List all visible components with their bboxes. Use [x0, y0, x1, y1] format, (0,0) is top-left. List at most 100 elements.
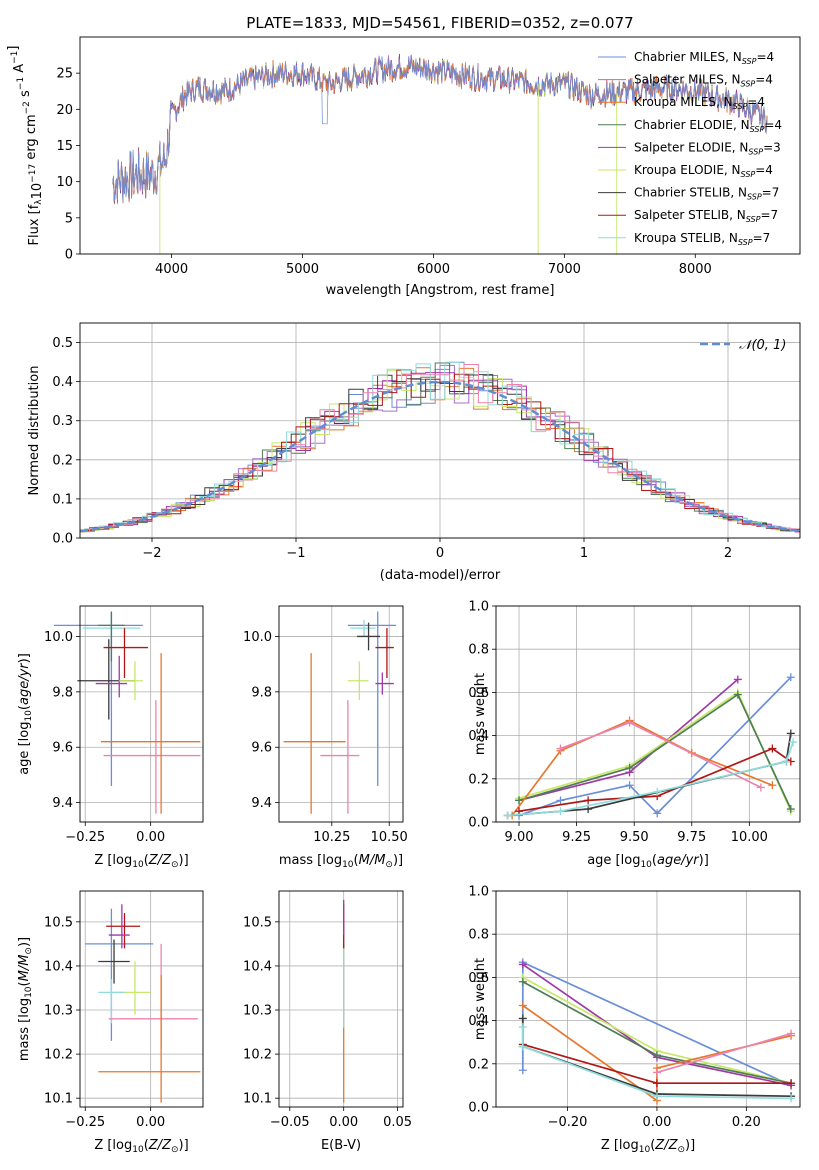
- series-marker: [625, 718, 634, 727]
- errorbar-point: [347, 661, 369, 701]
- series-marker: [556, 744, 565, 753]
- legend-label: Chabrier STELIB, NSSP=7: [634, 186, 779, 202]
- y-tick-label: 0.6: [468, 686, 489, 701]
- y-tick-label: 9.4: [52, 796, 73, 811]
- y-tick-label: 10.1: [44, 1092, 73, 1107]
- x-tick-label: 7000: [548, 262, 581, 277]
- x-axis-label: Z [log10(Z/Z⊙)]: [601, 1138, 695, 1155]
- series-marker: [782, 757, 791, 766]
- y-tick-label: 0.4: [52, 375, 73, 390]
- errorbar-point: [347, 611, 397, 786]
- series-marker: [768, 744, 777, 753]
- series-marker: [652, 1079, 661, 1088]
- x-tick-label: 0.00: [329, 1115, 358, 1130]
- age_vs_mass-axes: 10.25 10.50 9.4 9.6 9.8 10.0: [243, 606, 408, 845]
- series-marker: [515, 796, 524, 805]
- legend-label: Kroupa ELODIE, NSSP=4: [634, 163, 773, 179]
- mass_vs_Z-axes: −0.25 0.00 10.1 10.2 10.3 10.4 10.5: [44, 891, 203, 1130]
- y-tick-label: 10.0: [243, 630, 272, 645]
- series-marker: [733, 690, 742, 699]
- mass-weight-series: [556, 718, 765, 792]
- x-tick-label: 0.00: [642, 1115, 671, 1130]
- y-tick-label: 0.0: [52, 532, 73, 547]
- legend-label: 𝒩(0, 1): [739, 338, 786, 353]
- age_vs_mass-frame: [278, 605, 404, 823]
- errorbar-point: [375, 628, 394, 678]
- y-tick-label: 0.2: [52, 453, 73, 468]
- errorbar-point: [283, 653, 346, 814]
- age_vs_Z-frame: [79, 605, 204, 823]
- errorbar-point: [95, 655, 128, 698]
- y-tick-label: 0.0: [468, 1101, 489, 1116]
- y-tick-label: 0.1: [52, 492, 73, 507]
- y-tick-label: 15: [56, 139, 73, 154]
- series-marker: [518, 1001, 527, 1010]
- errorbar-point: [357, 622, 381, 651]
- spectrum-axes: 4000 5000 6000 7000 8000 0 5 10 15 20 25: [56, 67, 711, 277]
- y-tick-label: 10.3: [44, 1004, 73, 1019]
- series-marker: [556, 807, 565, 816]
- x-tick-label: 0.05: [383, 1115, 412, 1130]
- mass_vs_EBV-frame: [278, 890, 404, 1108]
- x-tick-label: 2: [724, 546, 732, 561]
- weight_vs_age-frame: [495, 605, 801, 823]
- errorbar-point: [375, 672, 394, 695]
- age_vs_Z-axes: −0.25 0.00 9.4 9.6 9.8 10.0: [44, 606, 203, 845]
- spectrum-frame: [79, 36, 801, 255]
- x-tick-label: 10.50: [371, 830, 408, 845]
- series-marker: [556, 796, 565, 805]
- series-marker: [653, 787, 662, 796]
- x-tick-label: 9.00: [505, 830, 534, 845]
- x-tick-label: −0.25: [65, 830, 105, 845]
- y-tick-label: 0.5: [52, 336, 73, 351]
- y-tick-label: 9.6: [52, 741, 73, 756]
- errorbar-point: [119, 661, 143, 701]
- series-marker: [518, 977, 527, 986]
- series-marker: [768, 781, 777, 790]
- y-axis-label: mass weight: [473, 958, 488, 1040]
- x-axis-label: E(B-V): [321, 1138, 361, 1153]
- errorbar-point: [98, 939, 130, 984]
- errorbar-point: [98, 611, 125, 662]
- mass-weight-series: [515, 673, 795, 820]
- legend-label: Kroupa MILES, NSSP=4: [634, 95, 765, 111]
- normal-reference-curve: [79, 380, 801, 533]
- series-marker: [503, 811, 512, 820]
- histogram-frame: [79, 322, 801, 539]
- mass-weight-series: [515, 744, 795, 816]
- y-tick-label: 1.0: [468, 885, 489, 900]
- y-tick-label: 0.2: [468, 1057, 489, 1072]
- y-tick-label: 0.4: [468, 1014, 489, 1029]
- y-tick-label: 9.8: [52, 685, 73, 700]
- series-line: [521, 1027, 792, 1100]
- y-tick-label: 10.2: [44, 1048, 73, 1063]
- x-tick-label: 10.25: [313, 830, 350, 845]
- series-marker: [625, 764, 634, 772]
- y-tick-label: 10.2: [243, 1048, 272, 1063]
- y-tick-label: 0.0: [468, 816, 489, 831]
- x-tick-label: 10.00: [731, 830, 768, 845]
- series-marker: [787, 1079, 796, 1088]
- y-tick-label: 10.5: [243, 915, 272, 930]
- y-tick-label: 5: [65, 211, 73, 226]
- x-axis-label: Z [log10(Z/Z⊙)]: [94, 1138, 188, 1155]
- series-marker: [652, 1051, 661, 1060]
- errorbar-point: [98, 979, 125, 1024]
- x-tick-label: −0.20: [548, 1115, 588, 1130]
- series-marker: [789, 738, 798, 747]
- series-marker: [786, 673, 795, 682]
- x-axis-label: (data-model)/error: [380, 568, 501, 583]
- y-tick-label: 10.1: [243, 1092, 272, 1107]
- x-axis-label: mass [log10(M/M⊙)]: [279, 853, 403, 870]
- y-tick-label: 9.4: [251, 796, 272, 811]
- series-marker: [518, 1023, 527, 1032]
- x-tick-label: 8000: [679, 262, 712, 277]
- y-tick-label: 10.0: [44, 630, 73, 645]
- series-line: [656, 1032, 792, 1074]
- x-tick-label: 9.75: [677, 830, 706, 845]
- mass_vs_EBV-axes: −0.05 0.00 0.05 10.1 10.2 10.3 10.4 10.5: [243, 891, 412, 1130]
- residuals-axes: −2 −1 0 1 2 0.0 0.1 0.2 0.3 0.4 0.5: [52, 323, 800, 561]
- y-axis-label: age [log10(age/yr)]: [17, 653, 34, 775]
